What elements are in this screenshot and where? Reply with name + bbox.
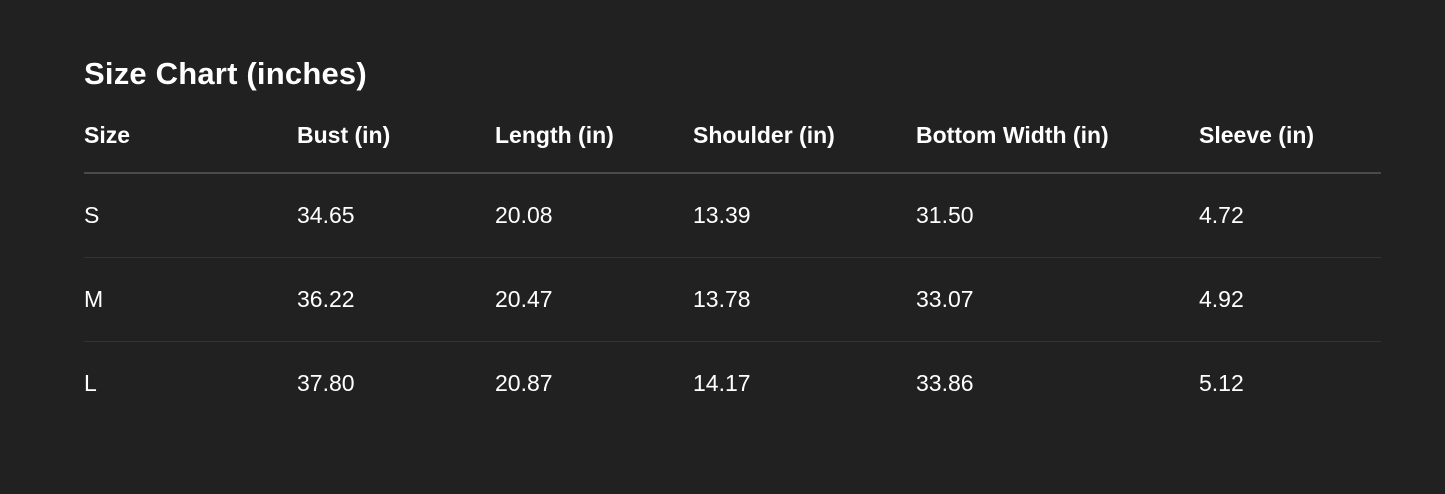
cell-shoulder: 13.39 <box>693 173 916 258</box>
cell-shoulder: 13.78 <box>693 257 916 342</box>
cell-bust: 36.22 <box>297 257 495 342</box>
cell-length: 20.87 <box>495 370 553 396</box>
header-length: Length (in) <box>495 118 693 174</box>
table-row: L 37.80 20.87 14.17 33.86 5.12 <box>84 342 1381 426</box>
cell-size: L <box>84 370 97 396</box>
cell-bottom-width: 31.50 <box>916 173 1199 258</box>
table-header-row: Size Bust (in) Length (in) Shoulder (in)… <box>84 118 1381 174</box>
cell-bust: 34.65 <box>297 173 495 258</box>
page-title: Size Chart (inches) <box>84 56 367 91</box>
header-shoulder: Shoulder (in) <box>693 118 916 174</box>
header-size: Size <box>84 118 297 174</box>
cell-size: S <box>84 173 297 258</box>
cell-length: 20.08 <box>495 173 693 258</box>
header-bust: Bust (in) <box>297 118 495 174</box>
header-sleeve: Sleeve (in) <box>1199 118 1381 174</box>
cell-sleeve: 5.12 <box>1199 370 1244 396</box>
cell-length: 20.47 <box>495 257 693 342</box>
cell-bust: 37.80 <box>297 370 355 396</box>
cell-bottom-width: 33.86 <box>916 370 974 396</box>
cell-size: M <box>84 257 297 342</box>
cell-sleeve: 4.92 <box>1199 257 1381 342</box>
cell-sleeve: 4.72 <box>1199 173 1381 258</box>
size-chart-table: Size Bust (in) Length (in) Shoulder (in)… <box>84 118 1381 425</box>
header-bottom-width: Bottom Width (in) <box>916 118 1199 174</box>
table-row: M 36.22 20.47 13.78 33.07 4.92 <box>84 257 1381 342</box>
cell-shoulder: 14.17 <box>693 370 751 396</box>
table-row: S 34.65 20.08 13.39 31.50 4.72 <box>84 173 1381 258</box>
cell-bottom-width: 33.07 <box>916 257 1199 342</box>
